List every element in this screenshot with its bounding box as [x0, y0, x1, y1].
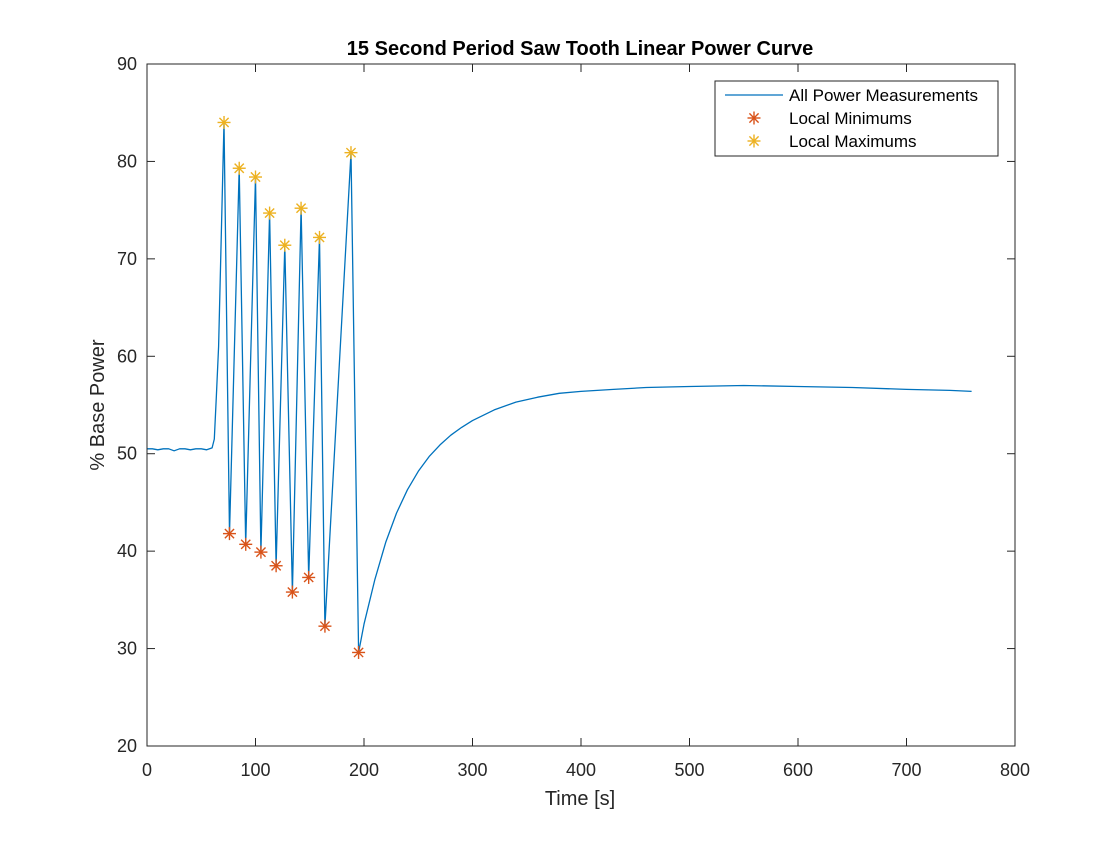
local-minimum-marker	[302, 570, 316, 584]
local-minimum-marker	[269, 559, 283, 573]
y-tick-label: 90	[117, 54, 137, 74]
chart-title: 15 Second Period Saw Tooth Linear Power …	[347, 38, 813, 60]
local-maximum-marker	[294, 201, 308, 215]
legend-label: Local Maximums	[789, 132, 917, 151]
legend-entry-local-minimums: Local Minimums	[747, 109, 912, 128]
local-maximum-marker	[313, 230, 327, 244]
x-tick-label: 400	[566, 760, 596, 780]
legend-entry-local-maximums: Local Maximums	[747, 132, 917, 151]
legend: All Power Measurements Local Minimums Loca…	[714, 80, 999, 157]
legend-entry-all-power: All Power Measurements	[725, 86, 978, 105]
local-maximum-marker	[278, 238, 292, 252]
legend-box	[714, 80, 999, 157]
y-axis-label: % Base Power	[87, 339, 109, 471]
axes: 0 100 200 300 400 500 600 700 800 20 30 40 50 60 70 80 9…	[117, 54, 1030, 780]
local-minimum-marker	[352, 645, 366, 659]
local-maximum-marker	[217, 115, 231, 129]
local-maximum-marker	[249, 170, 262, 184]
legend-label: Local Minimums	[789, 109, 912, 128]
x-tick-label: 500	[674, 760, 704, 780]
plot-area	[147, 115, 972, 659]
y-tick-label: 60	[117, 346, 137, 366]
legend-label: All Power Measurements	[789, 86, 978, 105]
x-tick-label: 100	[240, 760, 270, 780]
local-maximum-marker	[263, 206, 277, 220]
local-minimum-marker	[285, 585, 299, 599]
y-tick-label: 30	[117, 639, 137, 659]
y-tick-label: 80	[117, 151, 137, 171]
y-tick-label: 50	[117, 444, 137, 464]
x-tick-label: 200	[349, 760, 379, 780]
local-minimum-marker	[254, 545, 268, 559]
x-tick-label: 300	[457, 760, 487, 780]
x-tick-label: 0	[142, 760, 152, 780]
y-tick-label: 20	[117, 736, 137, 756]
local-maximum-marker	[344, 146, 358, 160]
local-maximum-marker	[232, 161, 246, 175]
y-tick-label: 40	[117, 541, 137, 561]
local-minimum-marker	[318, 619, 332, 633]
local-minimum-marker	[222, 527, 236, 541]
x-tick-label: 700	[891, 760, 921, 780]
y-tick-label: 70	[117, 249, 137, 269]
x-axis-label: Time [s]	[545, 788, 615, 810]
legend-star-swatch	[747, 111, 761, 125]
x-tick-label: 600	[783, 760, 813, 780]
x-tick-label: 800	[1000, 760, 1030, 780]
legend-star-swatch	[747, 134, 761, 148]
local-minimum-marker	[239, 537, 253, 551]
